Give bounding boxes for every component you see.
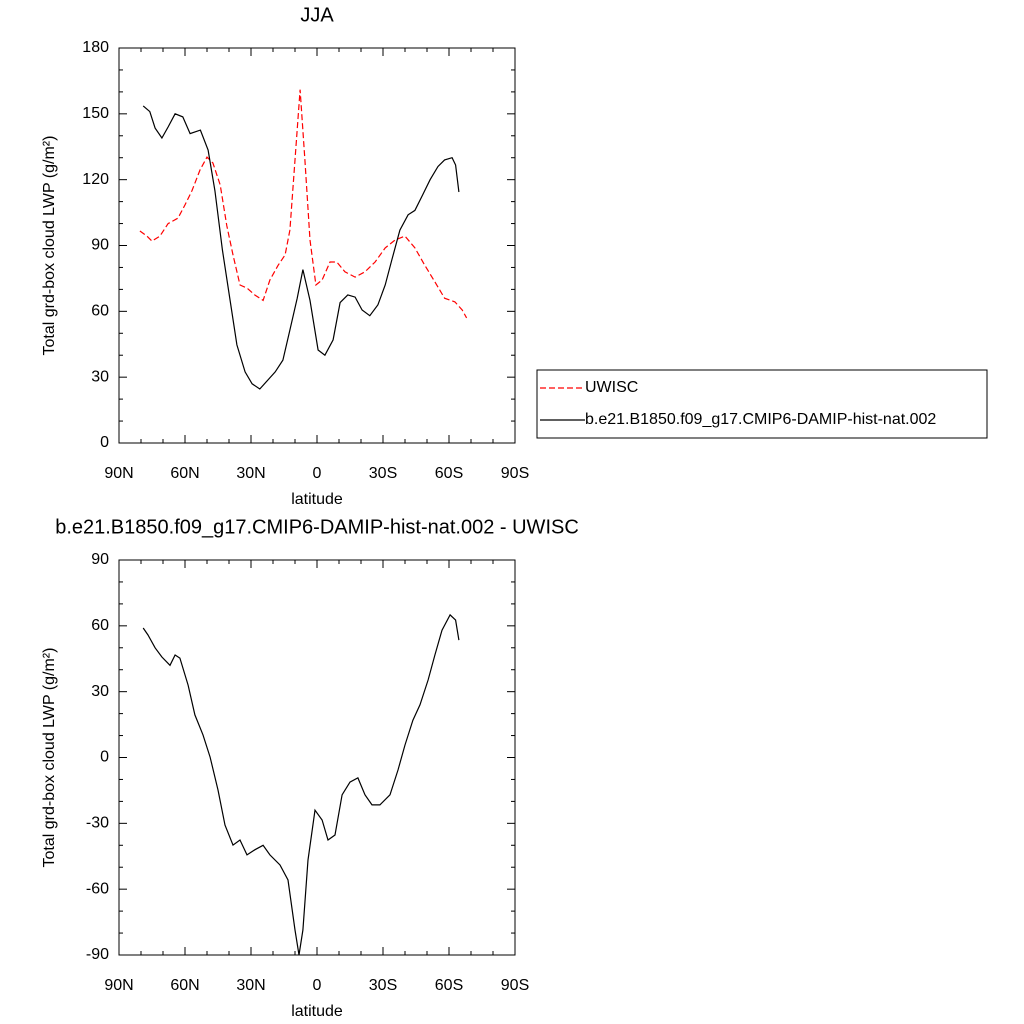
y-tick-label: 90: [91, 237, 109, 254]
chart-title: JJA: [300, 4, 334, 26]
series-line: [139, 89, 468, 319]
legend-label: UWISC: [585, 379, 638, 396]
y-tick-label: 60: [91, 617, 109, 634]
x-tick-label: 0: [313, 465, 322, 482]
y-axis-label: Total grd-box cloud LWP (g/m²): [41, 648, 58, 868]
x-tick-label: 60N: [170, 465, 199, 482]
y-tick-label: 30: [91, 368, 109, 385]
x-tick-label: 30N: [236, 465, 265, 482]
x-tick-label: 60N: [170, 977, 199, 994]
y-tick-label: -30: [86, 815, 109, 832]
x-tick-label: 0: [313, 977, 322, 994]
x-tick-label: 90N: [104, 465, 133, 482]
y-tick-label: 0: [100, 434, 109, 451]
series-line: [142, 105, 460, 390]
legend-box: [536, 369, 988, 439]
y-tick-label: -60: [86, 880, 109, 897]
y-tick-label: 120: [82, 171, 109, 188]
y-tick-label: 0: [100, 749, 109, 766]
chart-title: b.e21.B1850.f09_g17.CMIP6-DAMIP-hist-nat…: [55, 516, 579, 538]
plot-frame: [118, 47, 516, 444]
y-tick-label: 150: [82, 105, 109, 122]
x-tick-label: 90S: [501, 977, 529, 994]
x-tick-label: 90S: [501, 465, 529, 482]
x-tick-label: 30S: [369, 465, 397, 482]
y-axis-label: Total grd-box cloud LWP (g/m²): [41, 136, 58, 356]
y-tick-label: -90: [86, 946, 109, 963]
x-tick-label: 30N: [236, 977, 265, 994]
x-tick-label: 60S: [435, 977, 463, 994]
plot-frame: [118, 559, 516, 956]
y-tick-label: 60: [91, 303, 109, 320]
legend-label: b.e21.B1850.f09_g17.CMIP6-DAMIP-hist-nat…: [585, 411, 936, 428]
y-tick-label: 90: [91, 551, 109, 568]
y-tick-label: 180: [82, 39, 109, 56]
x-axis-label: latitude: [291, 491, 343, 508]
x-tick-label: 30S: [369, 977, 397, 994]
series-line: [142, 613, 460, 956]
x-tick-label: 60S: [435, 465, 463, 482]
y-tick-label: 30: [91, 683, 109, 700]
x-axis-label: latitude: [291, 1003, 343, 1020]
x-tick-label: 90N: [104, 977, 133, 994]
